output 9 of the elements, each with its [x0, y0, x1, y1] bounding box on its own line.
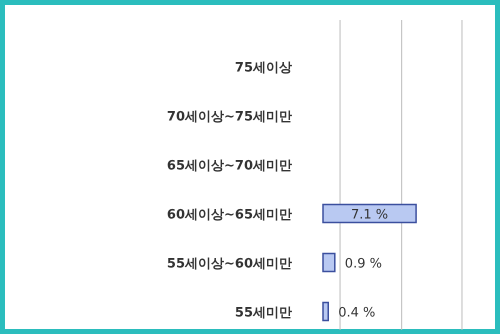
data-label: 7.1 %: [350, 208, 388, 222]
y-tick-label: 75세이상: [234, 60, 292, 76]
y-tick-label: 65세이상~70세미만: [166, 158, 292, 174]
y-tick-label: 55세미만: [234, 306, 292, 320]
y-tick-label: 60세이상~65세미만: [166, 208, 292, 222]
data-label: 0.4 %: [338, 306, 376, 320]
y-tick-label: 70세이상~75세미만: [166, 110, 292, 124]
y-tick-label: 55세이상~60세미만: [166, 256, 292, 272]
data-label: 0.9 %: [344, 256, 382, 272]
